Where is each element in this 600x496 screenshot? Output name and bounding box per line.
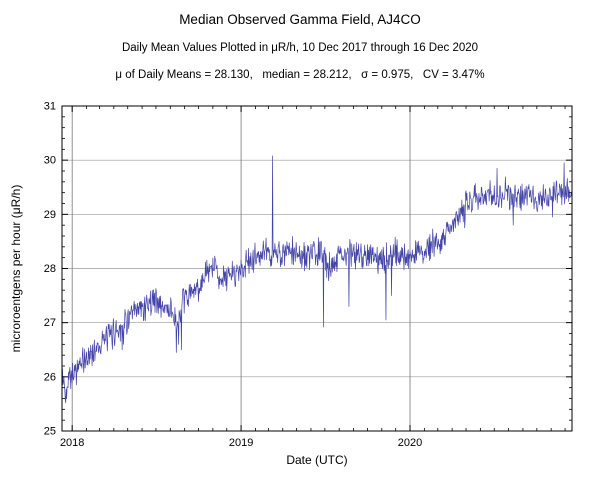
gamma-time-series-plot: 25 26 27 28 29 30 31 2018 2019 2020 Date (UTC) micr…: [9, 101, 573, 467]
x-tick-label: 2019: [229, 437, 253, 449]
chart-stats-line: μ of Daily Means = 28.130, median = 28.2…: [115, 69, 485, 81]
x-tick-label: 2020: [398, 437, 422, 449]
chart-title: Median Observed Gamma Field, AJ4CO: [179, 12, 421, 27]
y-tick-label: 31: [44, 101, 56, 113]
chart-subtitle: Daily Mean Values Plotted in μR/h, 10 De…: [121, 42, 479, 54]
y-axis-label: microroentgens per hour (μR/h): [9, 185, 23, 353]
y-tick-label: 26: [44, 371, 56, 383]
x-tick-label: 2018: [60, 437, 84, 449]
y-tick-label: 28: [44, 263, 56, 275]
y-tick-label: 25: [44, 426, 56, 438]
y-tick-label: 27: [44, 317, 56, 329]
y-tick-label: 30: [44, 155, 56, 167]
y-tick-label: 29: [44, 209, 56, 221]
x-axis-label: Date (UTC): [286, 453, 347, 467]
gamma-chart-page: Median Observed Gamma Field, AJ4CO Daily…: [0, 12, 600, 492]
gamma-data-series: [61, 155, 573, 404]
